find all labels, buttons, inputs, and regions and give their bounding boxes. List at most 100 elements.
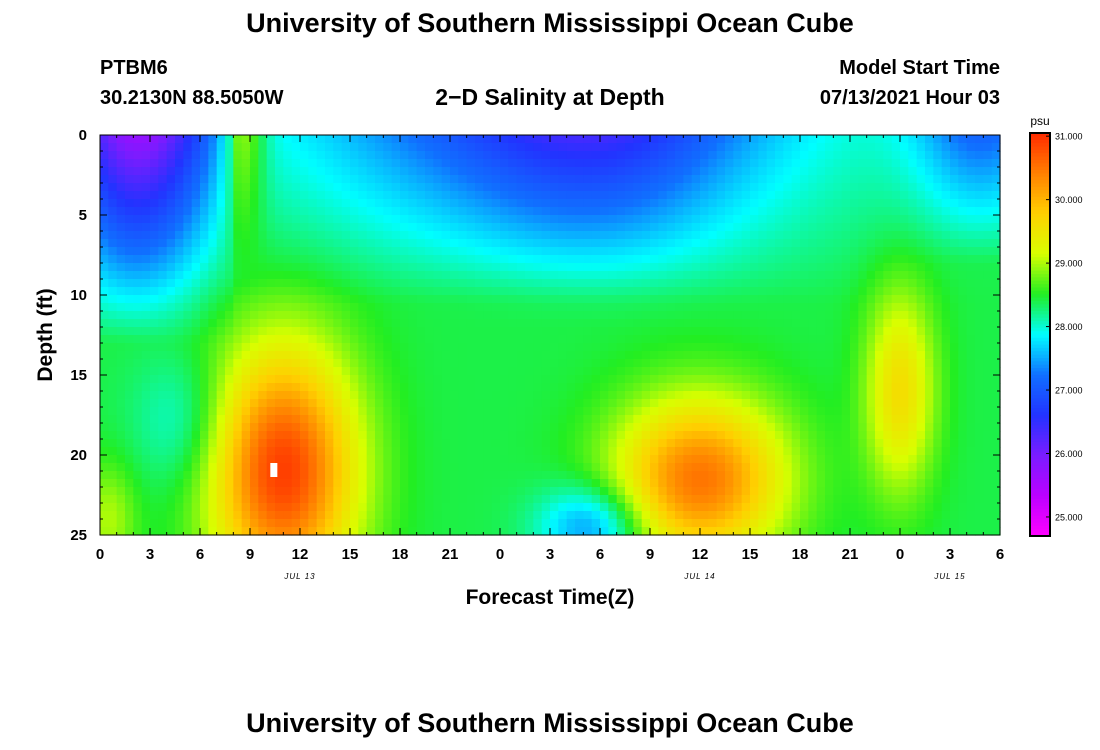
heatmap-cell bbox=[158, 495, 168, 504]
heatmap-cell bbox=[691, 183, 701, 192]
heatmap-cell bbox=[908, 391, 918, 400]
heatmap-cell bbox=[391, 399, 401, 408]
heatmap-cell bbox=[216, 311, 226, 320]
heatmap-cell bbox=[700, 455, 709, 464]
heatmap-cell bbox=[400, 303, 409, 312]
heatmap-cell bbox=[408, 215, 418, 224]
heatmap-cell bbox=[483, 455, 493, 464]
heatmap-cell bbox=[508, 487, 518, 496]
heatmap-cell bbox=[558, 343, 568, 352]
heatmap-cell bbox=[733, 431, 743, 440]
heatmap-cell bbox=[200, 407, 209, 416]
heatmap-cell bbox=[366, 135, 376, 144]
heatmap-cell bbox=[525, 231, 534, 240]
heatmap-cell bbox=[833, 431, 843, 440]
heatmap-cell bbox=[850, 279, 859, 288]
heatmap-cell bbox=[283, 415, 293, 424]
heatmap-cell bbox=[325, 239, 334, 248]
heatmap-cell bbox=[633, 375, 643, 384]
heatmap-cell bbox=[325, 135, 334, 144]
heatmap-cell bbox=[333, 415, 343, 424]
heatmap-cell bbox=[383, 455, 393, 464]
heatmap-cell bbox=[550, 415, 559, 424]
heatmap-cell bbox=[108, 407, 118, 416]
heatmap-cell bbox=[391, 215, 401, 224]
heatmap-cell bbox=[591, 383, 601, 392]
heatmap-cell bbox=[625, 255, 634, 264]
heatmap-cell bbox=[300, 239, 309, 248]
heatmap-cell bbox=[325, 223, 334, 232]
heatmap-cell bbox=[241, 231, 251, 240]
heatmap-cell bbox=[558, 159, 568, 168]
heatmap-cell bbox=[775, 295, 784, 304]
heatmap-cell bbox=[525, 303, 534, 312]
heatmap-cell bbox=[983, 311, 993, 320]
heatmap-cell bbox=[633, 223, 643, 232]
heatmap-cell bbox=[575, 167, 584, 176]
heatmap-cell bbox=[525, 311, 534, 320]
heatmap-cell bbox=[183, 359, 193, 368]
heatmap-cell bbox=[466, 239, 476, 248]
heatmap-cell bbox=[475, 295, 484, 304]
heatmap-cell bbox=[150, 415, 159, 424]
heatmap-cell bbox=[433, 143, 443, 152]
heatmap-cell bbox=[591, 151, 601, 160]
heatmap-cell bbox=[491, 359, 501, 368]
heatmap-cell bbox=[416, 255, 426, 264]
heatmap-cell bbox=[591, 263, 601, 272]
heatmap-cell bbox=[733, 175, 743, 184]
heatmap-cell bbox=[966, 399, 976, 408]
heatmap-cell bbox=[366, 151, 376, 160]
station-coordinates: 30.2130N 88.5050W bbox=[100, 87, 284, 109]
heatmap-cell bbox=[900, 343, 909, 352]
heatmap-cell bbox=[158, 503, 168, 512]
heatmap-cell bbox=[391, 167, 401, 176]
heatmap-cell bbox=[966, 431, 976, 440]
heatmap-cell bbox=[958, 151, 968, 160]
heatmap-cell bbox=[716, 295, 726, 304]
heatmap-cell bbox=[125, 487, 134, 496]
heatmap-cell bbox=[233, 247, 243, 256]
heatmap-cell bbox=[583, 375, 593, 384]
heatmap-cell bbox=[908, 239, 918, 248]
heatmap-cell bbox=[858, 415, 868, 424]
heatmap-cell bbox=[408, 271, 418, 280]
heatmap-cell bbox=[233, 255, 243, 264]
heatmap-cell bbox=[483, 463, 493, 472]
heatmap-cell bbox=[875, 207, 884, 216]
heatmap-cell bbox=[966, 335, 976, 344]
heatmap-cell bbox=[558, 231, 568, 240]
heatmap-cell bbox=[625, 319, 634, 328]
heatmap-cell bbox=[625, 167, 634, 176]
heatmap-cell bbox=[358, 215, 368, 224]
heatmap-cell bbox=[183, 351, 193, 360]
heatmap-cell bbox=[125, 215, 134, 224]
heatmap-cell bbox=[766, 383, 776, 392]
heatmap-cell bbox=[725, 447, 734, 456]
heatmap-cell bbox=[416, 495, 426, 504]
heatmap-cell bbox=[566, 199, 576, 208]
heatmap-cell bbox=[691, 287, 701, 296]
heatmap-cell bbox=[808, 263, 818, 272]
heatmap-cells bbox=[100, 135, 1001, 536]
heatmap-cell bbox=[383, 383, 393, 392]
heatmap-cell bbox=[800, 327, 809, 336]
heatmap-cell bbox=[716, 159, 726, 168]
heatmap-cell bbox=[933, 439, 943, 448]
heatmap-cell bbox=[291, 447, 301, 456]
heatmap-cell bbox=[666, 231, 676, 240]
heatmap-cell bbox=[758, 231, 768, 240]
heatmap-cell bbox=[191, 319, 201, 328]
heatmap-cell bbox=[275, 263, 284, 272]
heatmap-cell bbox=[275, 335, 284, 344]
heatmap-cell bbox=[191, 199, 201, 208]
heatmap-cell bbox=[575, 423, 584, 432]
heatmap-cell bbox=[608, 167, 618, 176]
heatmap-cell bbox=[225, 503, 234, 512]
heatmap-cell bbox=[875, 199, 884, 208]
heatmap-cell bbox=[191, 335, 201, 344]
heatmap-cell bbox=[908, 343, 918, 352]
heatmap-cell bbox=[333, 431, 343, 440]
heatmap-cell bbox=[875, 223, 884, 232]
heatmap-cell bbox=[875, 359, 884, 368]
